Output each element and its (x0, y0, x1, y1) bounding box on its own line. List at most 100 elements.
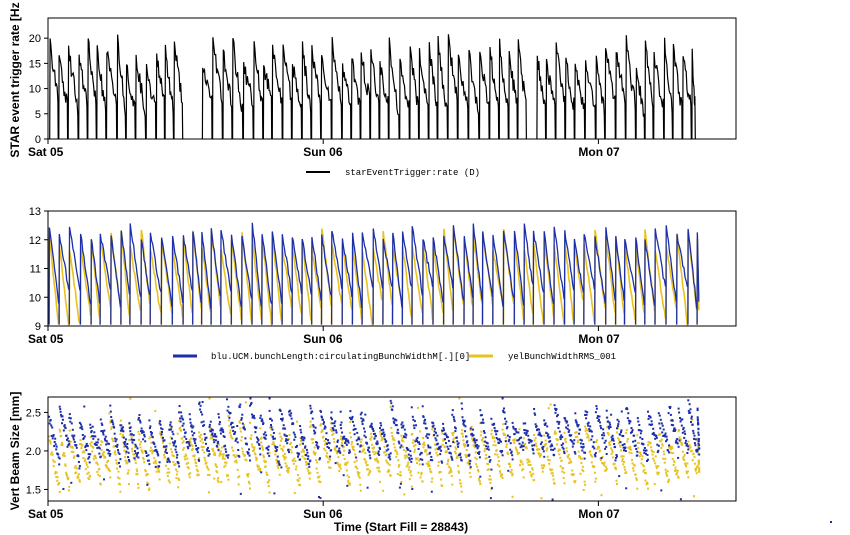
beam-size-point (99, 483, 102, 486)
beam-size-point (432, 422, 435, 425)
beam-size-point (659, 433, 662, 436)
beam-size-point (538, 455, 541, 458)
beam-size-point (674, 428, 677, 431)
beam-size-point (110, 426, 113, 429)
beam-size-point (551, 468, 554, 471)
beam-size-point (376, 459, 379, 462)
beam-size-point (139, 419, 141, 422)
beam-size-point (578, 432, 581, 435)
beam-size-point (84, 468, 87, 471)
beam-size-point (390, 402, 393, 405)
beam-size-point (131, 433, 133, 436)
beam-size-point (95, 461, 98, 464)
beam-size-point (135, 473, 138, 476)
beam-size-point (351, 446, 354, 448)
beam-size-point (427, 446, 430, 449)
beam-size-point (318, 458, 321, 461)
beam-size-point (471, 437, 474, 440)
beam-size-point (342, 454, 345, 456)
beam-size-point (511, 474, 514, 477)
beam-size-point (127, 456, 130, 459)
beam-size-point (120, 424, 123, 427)
beam-size-point (273, 492, 276, 495)
x-tick-label: Sat 05 (28, 507, 64, 521)
beam-size-point (634, 473, 637, 476)
beam-size-point (603, 434, 606, 437)
beam-size-point (544, 444, 547, 447)
beam-size-point (339, 410, 342, 413)
beam-size-point (697, 442, 700, 445)
beam-size-point (691, 459, 694, 462)
beam-size-point (628, 422, 631, 425)
beam-size-point (158, 422, 161, 425)
beam-size-point (657, 471, 660, 474)
beam-size-point (660, 447, 663, 449)
beam-size-point (67, 440, 70, 443)
beam-size-point (130, 438, 133, 441)
beam-size-point (394, 449, 397, 452)
beam-size-point (175, 473, 178, 476)
beam-size-point (685, 472, 688, 475)
beam-size-point (494, 453, 497, 456)
beam-size-point (623, 460, 625, 463)
beam-size-point (96, 463, 99, 466)
beam-size-point (581, 468, 584, 471)
beam-size-point (594, 477, 597, 480)
beam-size-point (522, 437, 525, 440)
beam-size-point (442, 427, 445, 429)
beam-size-point (124, 445, 127, 448)
beam-size-point (248, 480, 250, 483)
beam-size-point (229, 412, 232, 414)
beam-size-point (174, 448, 177, 451)
beam-size-point (338, 447, 341, 450)
beam-size-point (664, 435, 667, 438)
beam-size-point (336, 462, 339, 465)
beam-size-point (186, 445, 189, 448)
beam-size-point (557, 427, 560, 429)
beam-size-point (286, 467, 289, 470)
beam-size-point (120, 427, 123, 430)
beam-size-point (651, 453, 654, 456)
beam-size-point (400, 444, 403, 447)
beam-size-point (645, 449, 648, 452)
beam-size-point (294, 436, 297, 439)
beam-size-point (354, 428, 357, 430)
beam-size-point (589, 450, 592, 453)
beam-size-point (149, 425, 152, 428)
beam-size-point (367, 449, 369, 452)
beam-size-point (497, 456, 500, 459)
beam-size-point (678, 439, 681, 442)
series-blue-beam-size (48, 397, 701, 501)
beam-size-point (379, 430, 381, 433)
beam-size-point (602, 428, 605, 431)
beam-size-point (616, 431, 618, 434)
beam-size-point (389, 458, 392, 461)
beam-size-point (550, 448, 553, 451)
beam-size-point (359, 444, 362, 447)
beam-size-point (194, 442, 197, 445)
beam-size-point (81, 434, 84, 436)
beam-size-point (255, 436, 258, 439)
beam-size-point (83, 405, 86, 408)
beam-size-point (212, 450, 215, 453)
beam-size-point (619, 445, 622, 448)
beam-size-point (223, 457, 226, 460)
beam-size-point (621, 458, 624, 461)
beam-size-point (280, 466, 283, 469)
beam-size-point (458, 454, 461, 456)
beam-size-point (478, 456, 481, 459)
beam-size-point (164, 448, 167, 451)
beam-size-point (590, 430, 593, 433)
beam-size-point (561, 470, 564, 473)
beam-size-point (85, 463, 88, 466)
beam-size-point (382, 428, 385, 431)
beam-size-point (346, 474, 349, 477)
beam-size-point (529, 471, 532, 473)
beam-size-point (193, 454, 196, 457)
beam-size-point (634, 439, 637, 442)
beam-size-point (478, 450, 481, 453)
beam-size-point (136, 470, 139, 473)
beam-size-point (281, 419, 284, 422)
beam-size-point (684, 463, 687, 466)
beam-size-point (662, 428, 665, 431)
